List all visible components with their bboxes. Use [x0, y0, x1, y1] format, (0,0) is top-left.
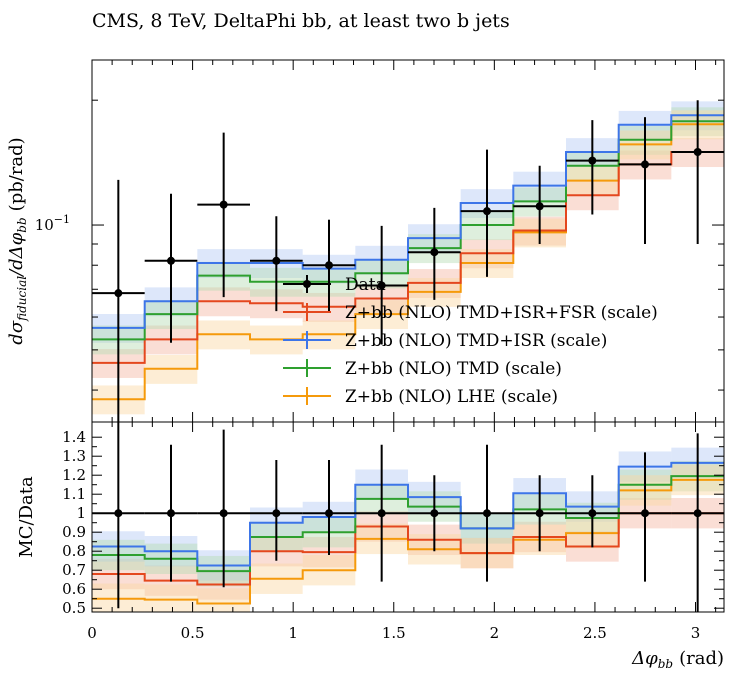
legend-label: Data — [345, 275, 386, 295]
data-ratio-point — [693, 509, 702, 518]
data-point — [114, 289, 123, 298]
x-tick-label: 2.5 — [583, 624, 607, 642]
data-point — [641, 160, 649, 169]
data-ratio-point — [430, 509, 439, 518]
legend-item-4: Z+bb (NLO) LHE (scale) — [283, 387, 558, 407]
x-tick-label: 0.5 — [181, 624, 205, 642]
ratio-tick-label: 0.5 — [62, 599, 86, 617]
series-line-main-1 — [92, 114, 724, 329]
data-ratio-point — [272, 509, 281, 518]
legend-label: Z+bb (NLO) LHE (scale) — [345, 387, 558, 407]
ratio-tick-label: 1.4 — [62, 428, 86, 446]
band-ratio-3 — [144, 584, 198, 612]
x-tick-label: 3 — [691, 624, 701, 642]
data-ratio-point — [377, 509, 386, 518]
x-tick-label: 1 — [288, 624, 298, 642]
legend-swatch-marker — [303, 280, 311, 288]
data-point — [219, 200, 228, 209]
ratio-tick-label: 1 — [76, 504, 86, 522]
legend-item-0: Data — [283, 275, 386, 295]
ratio-tick-label: 1.3 — [62, 447, 86, 465]
data-point — [325, 261, 333, 270]
ratio-frame — [91, 421, 725, 613]
chart-title: CMS, 8 TeV, DeltaPhi bb, at least two b … — [92, 10, 510, 32]
ratio-tick-label: 1.2 — [62, 466, 86, 484]
legend: Data Z+bb (NLO) TMD+ISR+FSR (scale) Z+bb (… — [283, 275, 658, 407]
data-ratio-point — [588, 509, 597, 518]
ratio-tick-label: 0.9 — [62, 523, 86, 541]
ratio-y-axis-label: MC/Data — [16, 476, 37, 558]
data-point — [377, 281, 386, 290]
x-tick-label: 0 — [87, 624, 97, 642]
data-ratio-point — [483, 509, 491, 518]
ratio-plot — [92, 422, 724, 612]
ratio-tick-label: 0.7 — [62, 561, 86, 579]
ratio-tick-label: 1.1 — [62, 485, 86, 503]
data-point — [430, 248, 439, 257]
data-point — [167, 256, 175, 265]
main-plot — [92, 100, 724, 422]
legend-item-2: Z+bb (NLO) TMD+ISR (scale) — [283, 331, 607, 351]
data-ratio-point — [114, 509, 123, 518]
data-ratio-point — [219, 509, 228, 518]
data-point — [483, 207, 491, 216]
ratio-tick-label: 0.6 — [62, 580, 86, 598]
legend-item-1: Z+bb (NLO) TMD+ISR+FSR (scale) — [283, 303, 658, 323]
x-tick-label: 1.5 — [382, 624, 406, 642]
data-point — [535, 202, 544, 211]
legend-label: Z+bb (NLO) TMD (scale) — [345, 359, 562, 379]
x-tick-label: 2 — [490, 624, 500, 642]
legend-label: Z+bb (NLO) TMD+ISR (scale) — [345, 331, 607, 351]
series-line-ratio-0 — [92, 512, 724, 586]
series-line-ratio-1 — [92, 461, 724, 567]
data-point — [272, 256, 281, 265]
axes: 0 0.5 1 1.5 2 2.5 310−10.50.60.70.80.911.11.21… — [35, 59, 725, 642]
band-ratio-3 — [197, 588, 250, 612]
data-point — [588, 156, 597, 165]
data-ratio-point — [641, 509, 649, 518]
legend-label: Z+bb (NLO) TMD+ISR+FSR (scale) — [345, 303, 658, 323]
legend-item-3: Z+bb (NLO) TMD (scale) — [283, 359, 562, 379]
y-tick-label: 10−1 — [35, 213, 70, 234]
main-y-axis-label: dσfiducial/dΔφbb(pb/rad) — [6, 137, 29, 344]
data-ratio-point — [535, 509, 544, 518]
data-ratio-point — [325, 509, 333, 518]
x-axis-label: Δφbb (rad) — [631, 648, 724, 671]
ratio-tick-label: 0.8 — [62, 542, 86, 560]
data-point — [693, 148, 702, 157]
data-ratio-point — [167, 509, 175, 518]
